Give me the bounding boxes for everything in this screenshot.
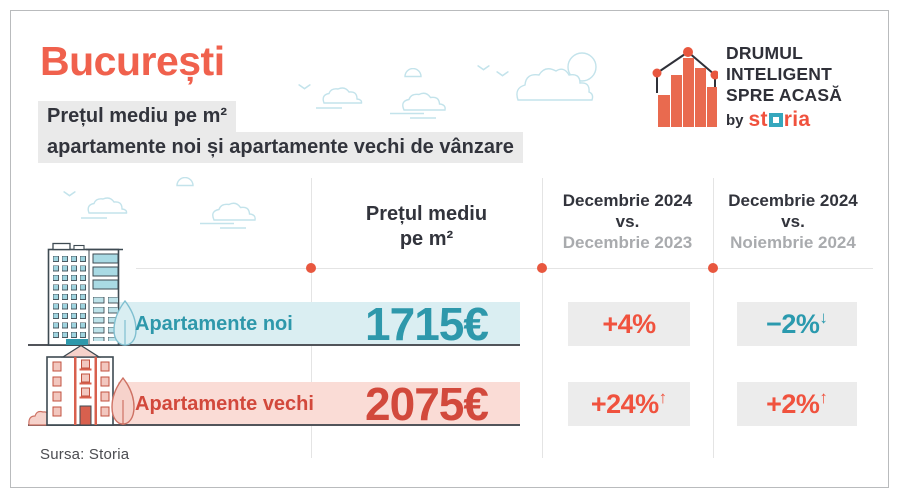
divider-dot-2 [537,263,547,273]
cloud-icon [390,92,446,119]
house-bars-logo-icon [652,47,718,127]
logo-tagline: DRUMUL INTELIGENT SPRE ACASĂ [726,43,842,106]
storia-square-o-icon [768,113,783,127]
subtitle-line-2: apartamente noi și apartamente vechi de … [38,132,523,163]
logo-byline: by st ria [726,108,810,132]
price-apartamente-vechi: 2075€ [365,378,489,430]
change-cell-noi-mom: −2%↓ [737,302,857,346]
row-band-apartamente-noi [118,302,520,346]
row-label-apartamente-noi: Apartamente noi [135,312,293,335]
row-label-apartamente-vechi: Apartamente vechi [135,392,314,415]
subtitle-line-1: Prețul mediu pe m² [38,101,237,132]
trend-up-arrow-icon: ↑ [658,388,668,407]
trend-up-arrow-icon: ↑ [819,388,828,407]
row-band-apartamente-vechi [118,382,520,426]
table-divider-vertical-2 [542,178,543,458]
source-note: Sursa: Storia [40,446,130,463]
storia-wordmark: st ria [748,108,811,131]
change-cell-vechi-yoy: +24%↑ [568,382,690,426]
bird-icon [496,71,509,77]
logo-tagline-line-2: INTELIGENT [726,64,833,84]
bird-icon [63,191,76,197]
ground-line-old [28,424,520,426]
page-title: București [40,38,225,84]
cloud-icon [81,197,128,219]
bird-icon [477,65,490,71]
ground-line-new [28,344,520,346]
old-building-illustration [28,344,135,426]
divider-dot-3 [708,263,718,273]
change-cell-vechi-mom: +2%↑ [737,382,857,426]
new-building-illustration [47,242,137,346]
column-header-mom: Decembrie 2024 vs. Noiembrie 2024 [728,191,858,252]
trend-down-arrow-icon: ↓ [819,308,828,327]
cloud-icon [176,177,194,187]
cloud-icon [404,68,422,78]
cloud-icon [316,87,363,109]
divider-dot-1 [306,263,316,273]
logo-tagline-line-3: SPRE ACASĂ [726,85,843,105]
cloud-icon [200,202,256,229]
logo-tagline-line-1: DRUMUL [726,43,804,63]
price-apartamente-noi: 1715€ [365,298,489,350]
table-divider-vertical-3 [713,178,714,458]
cloud-sun-icon [516,52,597,101]
column-header-yoy: Decembrie 2024 vs. Decembrie 2023 [562,191,693,252]
column-header-price: Prețul mediu pe m² [365,203,488,250]
table-divider-horizontal [136,268,873,269]
change-cell-noi-yoy: +4% [568,302,690,346]
logo-by-label: by [726,111,744,129]
bird-icon [298,84,311,90]
